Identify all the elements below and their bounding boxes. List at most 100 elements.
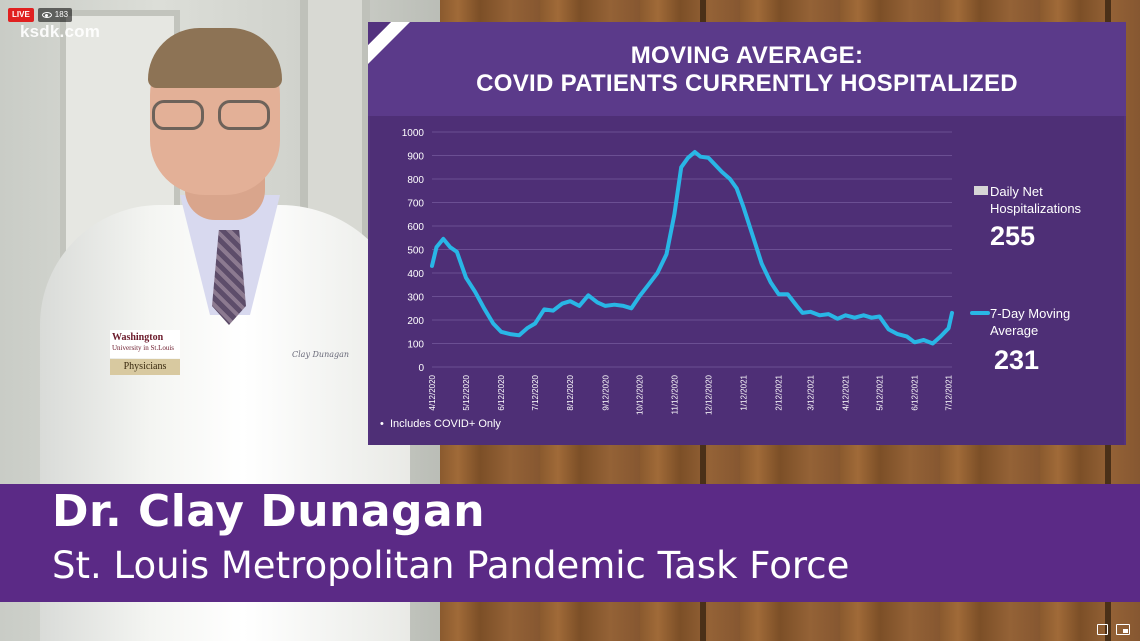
x-tick-label: 2/12/2021 [775, 374, 784, 410]
series-line-moving-average [430, 150, 954, 346]
logo-line1: Washington [112, 332, 164, 343]
data-point [612, 303, 616, 307]
station-logo: ksdk.com [20, 22, 101, 41]
data-point [896, 332, 900, 336]
coat-embroidery: Clay Dunagan [292, 350, 350, 359]
data-point [751, 233, 755, 237]
y-tick-label: 900 [407, 152, 424, 163]
data-point [441, 237, 445, 241]
data-point [586, 293, 590, 297]
data-point [464, 276, 468, 280]
data-point [603, 304, 607, 308]
data-point [887, 327, 891, 331]
data-point [508, 332, 512, 336]
y-tick-label: 600 [407, 222, 424, 233]
x-tick-label: 5/12/2021 [875, 374, 884, 410]
data-point [795, 304, 799, 308]
data-point [622, 304, 625, 308]
lower-third-banner [0, 484, 1140, 602]
y-tick-label: 400 [407, 269, 424, 280]
live-badge: LIVE [8, 8, 34, 22]
slide-title-line2: COVID PATIENTS CURRENTLY HOSPITALIZED [476, 70, 1018, 97]
slide-title-line1: MOVING AVERAGE: [630, 42, 864, 69]
chart-series [430, 150, 954, 346]
viewer-count-value: 183 [54, 10, 69, 19]
x-tick-label: 6/12/2021 [911, 374, 920, 410]
data-point [577, 304, 581, 308]
coat-badge: Washington University in St.Louis Physic… [110, 330, 180, 378]
data-point [862, 313, 866, 317]
legend-moving-line2: Average [990, 323, 1039, 338]
x-tick-label: 10/12/2020 [635, 374, 644, 415]
x-tick-label: 9/12/2020 [601, 374, 610, 410]
x-tick-label: 3/12/2021 [806, 374, 815, 410]
data-point [769, 280, 773, 284]
data-point [870, 316, 874, 320]
data-point [646, 283, 650, 287]
eye-icon [41, 12, 52, 18]
data-point [672, 212, 676, 216]
y-tick-label: 200 [407, 316, 424, 327]
data-point [706, 156, 710, 160]
data-point [931, 342, 935, 345]
data-point [435, 245, 438, 249]
hair [148, 28, 282, 88]
data-point [913, 340, 917, 344]
x-tick-label: 4/12/2021 [842, 374, 851, 410]
y-tick-label: 100 [407, 340, 424, 351]
data-point [728, 177, 732, 181]
y-tick-label: 800 [407, 175, 424, 186]
data-point [679, 165, 683, 169]
footnote: • Includes COVID+ Only [380, 418, 501, 430]
logo-line2: University in St.Louis [112, 344, 175, 352]
y-tick-label: 1000 [402, 128, 425, 139]
y-tick-label: 500 [407, 246, 424, 257]
data-point [922, 338, 926, 342]
legend-daily-line2: Hospitalizations [990, 201, 1082, 216]
data-point [637, 295, 641, 298]
legend-moving-line1: 7-Day Moving [990, 306, 1071, 321]
legend-daily-label: Daily Net Hospitalizations [990, 183, 1081, 217]
legend-daily-value: 255 [990, 221, 1036, 251]
data-point [491, 322, 495, 325]
x-tick-label: 1/12/2021 [740, 374, 749, 410]
data-point [853, 316, 857, 320]
chart-gridlines [432, 131, 952, 368]
x-tick-label: 7/12/2020 [531, 374, 540, 410]
footnote-bullet: • [380, 418, 390, 430]
x-tick-label: 6/12/2020 [497, 374, 506, 410]
data-point [551, 309, 555, 313]
fullscreen-icon[interactable] [1097, 624, 1108, 635]
picture-in-picture-icon[interactable] [1116, 624, 1130, 635]
data-point [591, 297, 595, 301]
data-point [482, 306, 486, 310]
x-tick-label: 5/12/2020 [462, 374, 471, 410]
glasses-lens [152, 100, 204, 130]
slide-header [368, 22, 1126, 116]
data-point [568, 299, 572, 303]
legend-moving-label: 7-Day Moving Average [990, 305, 1070, 339]
data-point [786, 292, 790, 296]
x-axis-ticks: 4/12/2020 5/12/2020 6/12/2020 7/12/2020 8/12… [428, 374, 954, 415]
data-point [950, 311, 954, 315]
x-tick-label: 12/12/2020 [704, 374, 713, 415]
legend-daily-line1: Daily Net [990, 184, 1043, 199]
speaker-name: Dr. Clay Dunagan [52, 486, 486, 537]
data-point [473, 290, 477, 294]
data-point [699, 155, 702, 159]
data-point [720, 170, 724, 174]
data-point [735, 186, 739, 190]
y-tick-label: 0 [418, 363, 424, 374]
badge-tag: Physicians [110, 359, 180, 375]
data-point [939, 334, 943, 338]
data-point [448, 245, 452, 249]
x-tick-label: 7/12/2021 [945, 374, 954, 410]
x-tick-label: 4/12/2020 [428, 374, 437, 410]
data-point [818, 313, 821, 317]
data-point [517, 333, 521, 337]
data-point [713, 163, 717, 167]
data-point [836, 317, 840, 321]
data-point [777, 292, 781, 296]
data-point [808, 310, 812, 314]
data-point [827, 312, 830, 316]
